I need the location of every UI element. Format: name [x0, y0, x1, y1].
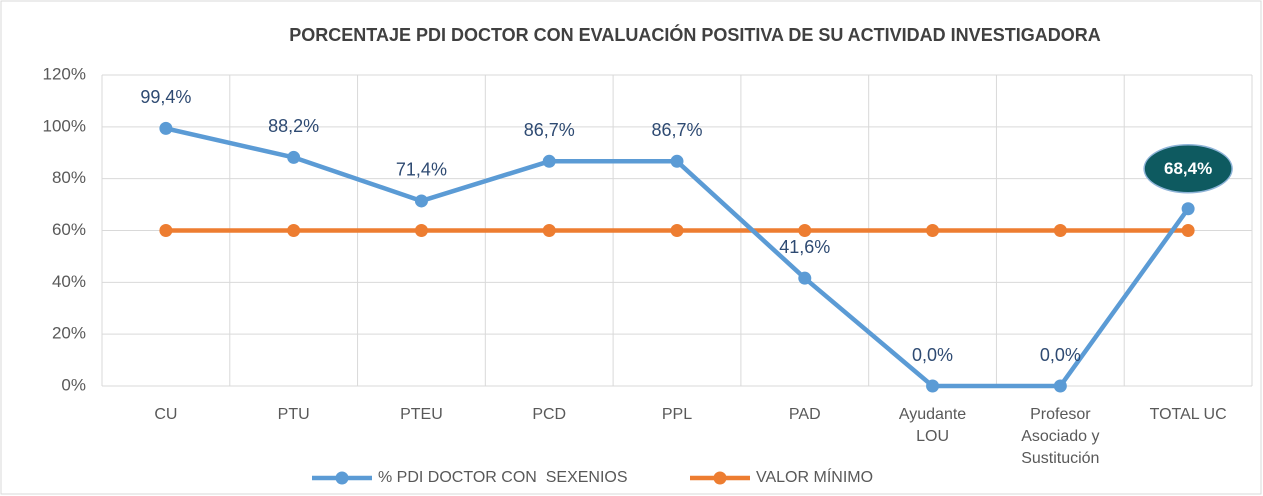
- y-tick-label: 60%: [52, 220, 86, 239]
- data-point: [287, 150, 301, 164]
- data-label: 71,4%: [396, 160, 447, 180]
- x-tick-label: PAD: [788, 406, 821, 423]
- legend-label: VALOR MÍNIMO: [756, 467, 873, 486]
- data-label: 86,7%: [651, 120, 702, 140]
- value-label-highlight: [1143, 143, 1233, 194]
- data-label: 0,0%: [1040, 345, 1081, 365]
- legend-label: % PDI DOCTOR CON SEXENIOS: [378, 469, 628, 486]
- legend-marker: [713, 471, 727, 485]
- data-label: 41,6%: [779, 237, 830, 257]
- data-label: 99,4%: [140, 87, 191, 107]
- y-tick-label: 0%: [61, 375, 86, 394]
- y-tick-label: 40%: [52, 272, 86, 291]
- y-tick-label: 80%: [52, 168, 86, 187]
- x-tick-label: PCD: [532, 406, 567, 423]
- y-tick-label: 20%: [52, 324, 86, 343]
- data-point: [1053, 379, 1067, 393]
- data-point: [414, 194, 428, 208]
- x-tick-label: TOTAL UC: [1149, 406, 1227, 423]
- x-tick-label: PTU: [277, 406, 310, 423]
- data-point: [159, 121, 173, 135]
- data-point: [926, 224, 940, 237]
- data-label: 88,2%: [268, 116, 319, 136]
- legend-marker: [335, 471, 349, 485]
- x-tick-label: CU: [154, 406, 178, 423]
- data-point: [414, 224, 428, 237]
- chart-title: PORCENTAJE PDI DOCTOR CON EVALUACIÓN POS…: [289, 24, 1100, 45]
- data-point: [287, 224, 301, 237]
- x-tick-label: Ayudante LOU: [898, 406, 967, 445]
- data-point: [798, 271, 812, 285]
- data-point: [798, 224, 812, 237]
- x-tick-label: PTEU: [400, 406, 443, 423]
- y-tick-label: 120%: [43, 64, 86, 83]
- data-point: [1181, 224, 1195, 237]
- y-tick-label: 100%: [43, 116, 86, 135]
- data-point: [159, 224, 173, 237]
- data-point: [670, 224, 684, 237]
- data-label: 0,0%: [912, 345, 953, 365]
- data-point: [542, 154, 556, 168]
- data-label: 86,7%: [524, 120, 575, 140]
- data-point: [1053, 224, 1067, 237]
- data-point: [670, 154, 684, 168]
- data-label: 68,4%: [1164, 159, 1212, 178]
- data-point: [1181, 202, 1195, 216]
- data-point: [542, 224, 556, 237]
- data-point: [926, 379, 940, 393]
- x-tick-label: Profesor Asociado y Sustitución: [1021, 406, 1100, 467]
- x-tick-label: PPL: [661, 406, 693, 423]
